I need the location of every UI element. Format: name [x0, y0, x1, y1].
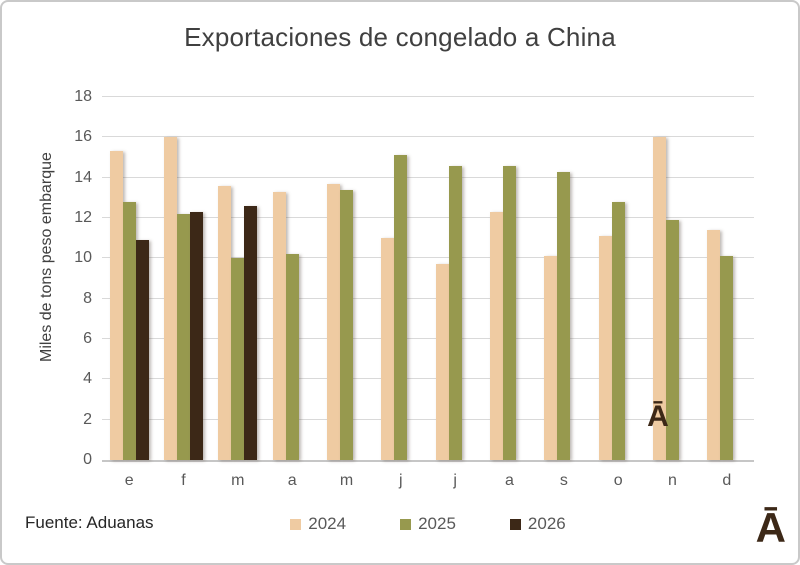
bar-2024-j-6 [381, 238, 395, 460]
y-tick-label-6: 6 [83, 330, 92, 348]
bar-group-2-f: f [156, 97, 210, 489]
y-tick-label-2: 2 [83, 410, 92, 428]
bar-group-4-a: a [265, 97, 319, 489]
bar-group-6-j: j [374, 97, 428, 489]
y-tick-label-18: 18 [74, 88, 92, 105]
x-tick-label-11-n: n [668, 472, 677, 489]
x-tick-label-5-m: m [339, 472, 354, 489]
bar-2025-m-3 [231, 258, 245, 460]
gridline-y-12 [102, 217, 754, 218]
stray-glyph-november: Ā [647, 400, 669, 433]
x-tick-label-8-a: a [505, 472, 514, 489]
bar-2024-m-5 [326, 183, 340, 460]
bar-2025-j-6 [394, 155, 408, 460]
x-tick-label-3-m: m [231, 472, 245, 489]
legend-label-2024: 2024 [308, 514, 347, 533]
gridline-y-18 [102, 96, 754, 97]
y-tick-label-4: 4 [83, 370, 92, 388]
bar-group-3-m: m [211, 97, 265, 489]
bar-2025-s-9 [557, 171, 571, 460]
bar-group-9-s: s [537, 97, 591, 489]
bar-2025-f-2 [176, 213, 190, 460]
legend-label-2026: 2026 [527, 514, 566, 533]
bar-2024-o-10 [598, 236, 612, 460]
legend: 2024 2025 2026 [102, 514, 754, 534]
bar-group-8-a: a [482, 97, 536, 489]
legend-swatch-2026 [509, 518, 521, 530]
x-tick-label-1-e: e [124, 472, 134, 489]
x-tick-label-9-s: s [559, 472, 568, 489]
legend-item-2026: 2026 [509, 514, 566, 534]
x-tick-label-10-o: o [613, 472, 623, 489]
bar-2024-a-8 [489, 211, 503, 460]
bar-group-5-m: m [319, 97, 373, 489]
gridline-y-14 [102, 176, 754, 178]
bar-2026-e-1 [135, 240, 149, 460]
stray-glyph-bottom-right: Ā [755, 504, 786, 551]
y-tick-label-10: 10 [74, 249, 92, 267]
x-tick-label-6-j: j [399, 472, 403, 489]
y-tick-label-12: 12 [74, 209, 92, 227]
legend-label-2025: 2025 [418, 514, 456, 533]
source-note: Fuente: Aduanas [25, 513, 154, 532]
bar-2025-a-8 [502, 165, 516, 460]
bar-2024-m-3 [218, 185, 232, 460]
y-tick-label-0: 0 [83, 451, 92, 468]
bar-2025-n-11 [665, 220, 679, 460]
bar-2026-m-3 [244, 205, 258, 460]
bar-2024-n-11 [652, 137, 666, 460]
chart-title: Exportaciones de congelado a China [184, 22, 616, 52]
bar-2026-f-2 [189, 211, 203, 460]
bar-group-12-d: d [700, 97, 754, 489]
bar-2025-d-12 [720, 256, 734, 460]
bar-2024-a-4 [272, 191, 286, 460]
bar-2024-f-2 [163, 137, 177, 460]
bar-2024-s-9 [544, 256, 558, 460]
bar-2025-o-10 [611, 201, 625, 460]
bar-2025-j-7 [448, 165, 462, 460]
bar-group-11-n: n [645, 97, 699, 489]
bar-group-7-j: j [428, 97, 482, 489]
x-tick-label-2-f: f [181, 472, 186, 489]
bar-group-1-e: e [102, 97, 156, 489]
bar-group-10-o: o [591, 97, 645, 489]
bar-2024-j-7 [435, 264, 449, 460]
x-tick-label-4-a: a [287, 472, 297, 489]
bar-2025-e-1 [122, 201, 136, 460]
gridline-y-2 [102, 418, 754, 420]
x-tick-label-12-d: d [722, 472, 732, 489]
bar-2025-m-5 [339, 189, 353, 460]
y-tick-label-8: 8 [83, 289, 92, 307]
bar-2025-a-4 [285, 254, 299, 460]
gridline-y-10 [102, 257, 754, 259]
y-tick-label-14: 14 [74, 168, 92, 186]
gridline-y-16 [102, 136, 754, 138]
legend-item-2024: 2024 [290, 514, 346, 534]
gridline-y-8 [102, 297, 754, 299]
bar-2024-e-1 [109, 151, 123, 460]
legend-item-2025: 2025 [400, 514, 456, 534]
plot-area: 0 2 4 6 8 10 12 14 16 18 e f m a m j j a s o n d [74, 88, 754, 489]
x-tick-label-7-j: j [453, 472, 457, 489]
y-tick-label-16: 16 [74, 128, 92, 146]
legend-swatch-2024 [290, 518, 302, 530]
legend-swatch-2025 [400, 518, 412, 530]
gridline-y-6 [102, 338, 754, 339]
gridline-y-4 [102, 378, 754, 380]
bar-2024-d-12 [707, 230, 721, 460]
